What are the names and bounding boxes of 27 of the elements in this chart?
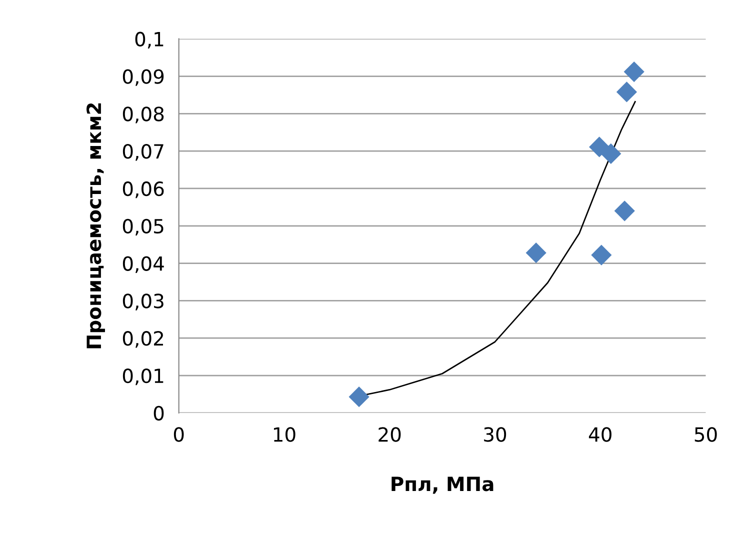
point [616,82,638,102]
x-tick-label: 10 [274,427,296,442]
y-tick-label: 0,09 [122,69,164,86]
y-tick-label: 0,02 [122,331,163,348]
y-tick-label: 0,05 [122,218,164,236]
y-tick-label: 0 [154,406,164,421]
x-tick-label: 40 [588,427,612,442]
x-tick-label: 0 [174,427,184,442]
y-tick-label: 0,04 [122,256,164,273]
x-axis-title: Рпл, МПа [392,476,494,494]
point [591,244,612,266]
x-tick-label: 30 [484,427,506,442]
y-tick-label: 0,06 [122,181,164,198]
x-tick-label: 20 [378,427,401,442]
x-tick-label: 50 [694,427,717,442]
point [624,61,644,82]
y-tick-label: 0,01 [122,368,164,386]
y-tick-label: 0,08 [122,106,164,124]
point [348,386,370,408]
point [589,136,610,158]
point [526,242,546,264]
y-tick-label: 0,07 [122,144,164,161]
y-tick-label: 0,1 [135,32,164,48]
point [600,143,622,164]
y-axis-title: Проницаемость, мкм2 [86,103,105,348]
point [614,200,635,222]
y-tick-label: 0,03 [122,294,164,310]
